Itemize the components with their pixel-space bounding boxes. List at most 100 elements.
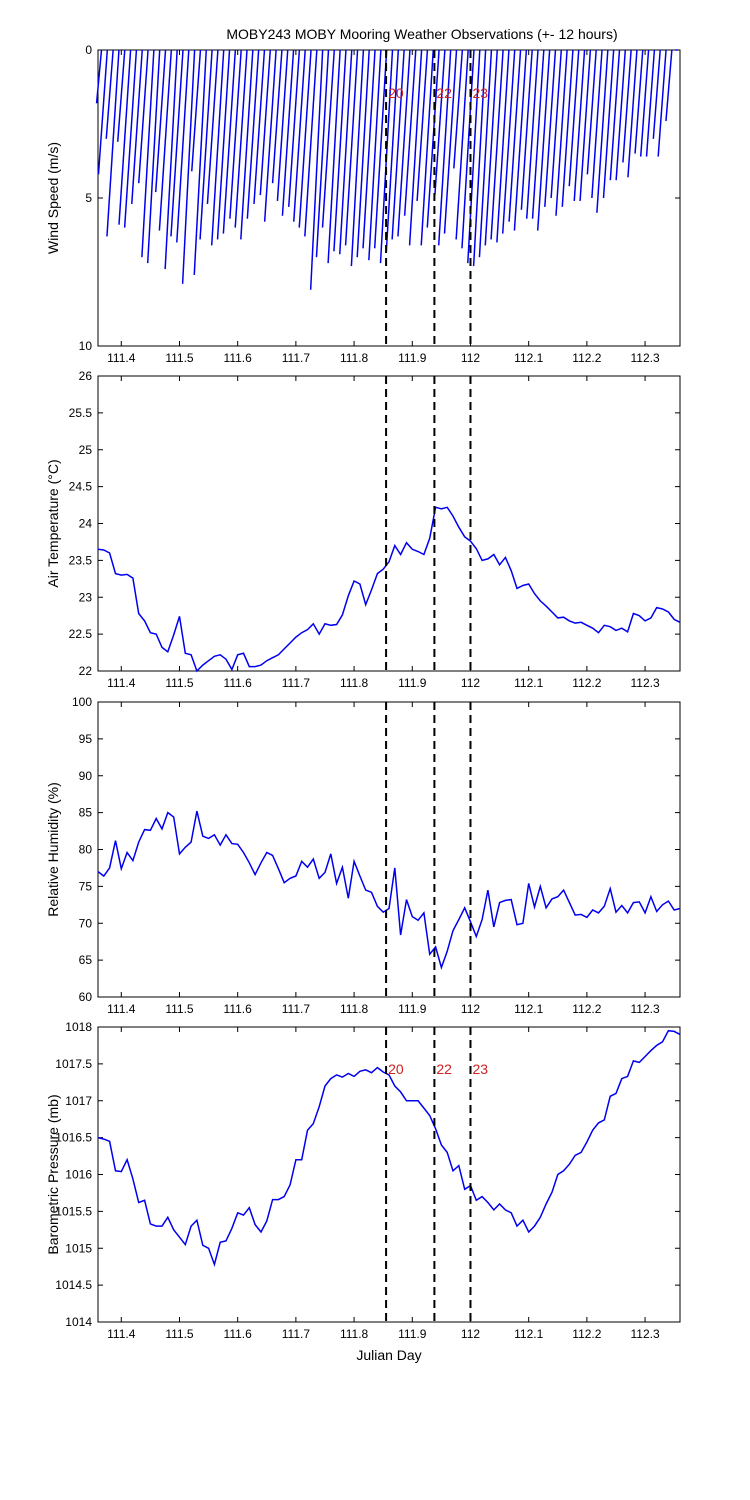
wind-stick xyxy=(118,49,132,225)
x-tick-label: 112 xyxy=(461,351,480,365)
wind-stick xyxy=(461,49,475,249)
x-tick-label: 112.2 xyxy=(572,351,601,365)
y-tick-label: 100 xyxy=(72,695,92,709)
wind-stick xyxy=(531,49,545,219)
wind-stick xyxy=(496,49,510,243)
wind-stick xyxy=(253,49,266,204)
x-tick-label: 112.3 xyxy=(631,676,660,690)
x-tick-label: 111.8 xyxy=(340,1002,369,1016)
series-line xyxy=(97,506,681,673)
x-tick-label: 111.9 xyxy=(398,676,427,690)
x-tick-label: 111.9 xyxy=(398,351,427,365)
wind-stick xyxy=(327,49,341,264)
x-tick-label: 112 xyxy=(461,1002,480,1016)
wind-stick xyxy=(339,49,353,255)
y-tick-label: 24.5 xyxy=(69,480,93,494)
wind-stick xyxy=(259,49,272,196)
y-tick-label: 70 xyxy=(79,916,93,930)
series-line xyxy=(97,1029,681,1268)
wind-stick xyxy=(609,49,621,181)
wind-stick xyxy=(657,49,667,157)
wind-stick xyxy=(596,49,609,213)
wind-stick xyxy=(263,49,277,222)
wind-stick xyxy=(137,49,149,184)
y-tick-label: 24 xyxy=(79,517,93,531)
event-marker-label: 22 xyxy=(436,1061,452,1077)
wind-stick xyxy=(304,49,318,237)
plot-area xyxy=(97,375,681,672)
y-tick-label: 95 xyxy=(79,732,93,746)
y-axis-label: Air Temperature (°C) xyxy=(45,459,61,587)
y-tick-label: 1017.5 xyxy=(55,1057,92,1071)
wind-stick xyxy=(513,49,528,231)
wind-stick xyxy=(210,49,225,246)
wind-stick xyxy=(206,49,219,204)
wind-stick xyxy=(472,49,487,267)
wind-stick xyxy=(368,49,382,261)
x-tick-label: 111.5 xyxy=(165,1002,194,1016)
event-marker-label: 20 xyxy=(388,1061,404,1077)
wind-stick xyxy=(634,49,644,154)
chart-panel-3: 111.4 111.5 111.6 111.7 111.8 111.9 112 112.1 11… xyxy=(45,695,681,1016)
wind-stick xyxy=(622,49,632,163)
wind-stick xyxy=(467,49,481,264)
x-tick-label: 111.5 xyxy=(165,1327,194,1341)
wind-stick xyxy=(276,49,289,202)
wind-stick xyxy=(434,49,446,196)
wind-stick xyxy=(416,49,429,202)
wind-stick xyxy=(536,49,551,231)
wind-stick xyxy=(298,49,312,228)
x-tick-label: 111.8 xyxy=(340,351,369,365)
wind-stick xyxy=(123,49,138,228)
wind-stick xyxy=(293,49,306,222)
x-tick-label: 111.7 xyxy=(282,351,311,365)
wind-stick xyxy=(426,49,440,228)
wind-stick xyxy=(561,49,574,207)
wind-stick xyxy=(627,49,638,178)
y-tick-label: 25 xyxy=(79,443,93,457)
wind-stick xyxy=(106,49,120,237)
wind-stick xyxy=(271,49,283,184)
wind-stick xyxy=(240,49,254,240)
wind-stick xyxy=(453,49,464,169)
wind-stick xyxy=(164,49,178,270)
y-tick-label: 1014 xyxy=(65,1315,92,1329)
wind-stick xyxy=(131,49,143,204)
event-marker-label: 20 xyxy=(388,85,404,101)
x-axis-label: Julian Day xyxy=(356,1347,421,1363)
y-tick-label: 1016.5 xyxy=(55,1131,92,1145)
wind-stick xyxy=(350,49,365,267)
x-tick-label: 111.5 xyxy=(165,676,194,690)
x-tick-label: 112.1 xyxy=(514,1327,543,1341)
y-tick-label: 90 xyxy=(79,769,93,783)
wind-stick xyxy=(154,49,167,193)
y-tick-label: 26 xyxy=(79,369,93,383)
wind-stick xyxy=(191,49,202,172)
y-axis-label: Barometric Pressure (mb) xyxy=(45,1094,61,1254)
wind-stick xyxy=(373,49,388,249)
y-tick-label: 85 xyxy=(79,806,93,820)
wind-stick xyxy=(287,49,301,207)
wind-stick xyxy=(437,49,452,246)
wind-stick xyxy=(508,49,522,222)
wind-stick xyxy=(573,49,586,202)
y-tick-label: 60 xyxy=(79,990,93,1004)
wind-stick xyxy=(525,49,539,219)
wind-stick xyxy=(385,49,400,252)
wind-stick xyxy=(141,49,155,258)
x-tick-label: 112.1 xyxy=(514,1002,543,1016)
x-tick-label: 112 xyxy=(461,676,480,690)
x-tick-label: 112.3 xyxy=(631,1002,660,1016)
wind-stick xyxy=(602,49,615,199)
x-tick-label: 111.5 xyxy=(165,351,194,365)
y-tick-label: 10 xyxy=(79,339,93,353)
wind-stick xyxy=(229,49,242,219)
wind-stick xyxy=(362,49,376,249)
wind-stick xyxy=(222,49,237,234)
wind-stick xyxy=(344,49,359,246)
wind-stick xyxy=(665,49,673,122)
x-tick-label: 111.6 xyxy=(224,1327,253,1341)
y-tick-label: 1016 xyxy=(65,1168,92,1182)
wind-stick xyxy=(615,49,627,181)
wind-stick xyxy=(397,49,411,237)
